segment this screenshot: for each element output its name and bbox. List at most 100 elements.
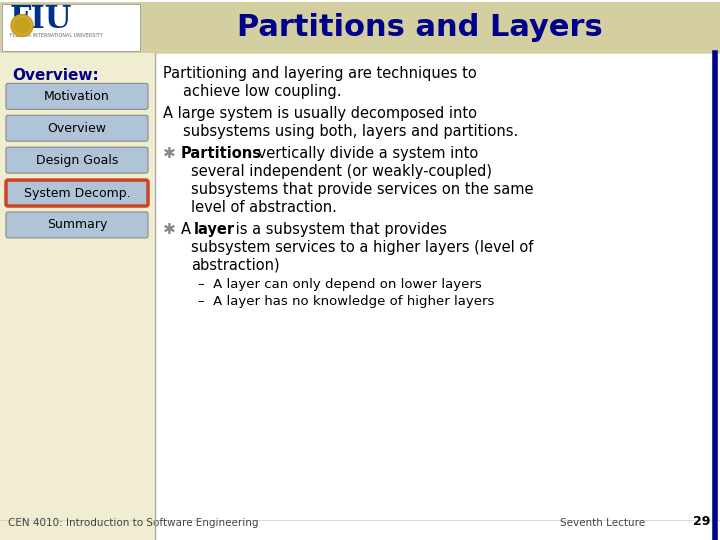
Bar (0, 407, 155, 408)
Bar (0, 51, 720, 53)
Text: layer: layer (194, 222, 235, 237)
Bar (0, 427, 155, 428)
Bar (0, 179, 155, 181)
Text: FLORIDA INTERNATIONAL UNIVERSITY: FLORIDA INTERNATIONAL UNIVERSITY (10, 33, 103, 38)
Bar (0, 382, 155, 384)
Bar (0, 259, 155, 261)
Bar (0, 379, 155, 381)
FancyBboxPatch shape (6, 180, 148, 206)
Text: Overview: Overview (48, 122, 107, 135)
Bar (0, 139, 155, 141)
Bar (0, 414, 155, 416)
Bar (0, 215, 155, 217)
Bar (0, 271, 155, 273)
Text: achieve low coupling.: achieve low coupling. (183, 84, 341, 99)
Bar (0, 494, 155, 496)
Bar (0, 330, 155, 333)
Bar (0, 490, 155, 492)
Bar (0, 187, 155, 189)
Bar (0, 347, 155, 349)
Text: Seventh Lecture: Seventh Lecture (560, 518, 645, 528)
Bar (0, 283, 155, 285)
Bar (0, 79, 155, 82)
Text: Overview:: Overview: (12, 68, 99, 83)
Bar (0, 76, 155, 77)
Text: several independent (or weakly-coupled): several independent (or weakly-coupled) (191, 164, 492, 179)
Bar (0, 127, 155, 129)
Bar (0, 530, 155, 532)
Bar (0, 8, 720, 10)
Text: Summary: Summary (47, 219, 107, 232)
Bar (0, 370, 155, 373)
Bar (0, 251, 155, 253)
Bar (0, 219, 155, 221)
Text: 29: 29 (693, 515, 710, 528)
Bar (0, 243, 155, 245)
Text: Motivation: Motivation (44, 90, 110, 103)
Bar (0, 167, 155, 169)
Bar (0, 19, 720, 22)
Text: subsystem services to a higher layers (level of: subsystem services to a higher layers (l… (191, 240, 534, 255)
Bar (0, 103, 155, 105)
Bar (0, 438, 155, 440)
Text: vertically divide a system into: vertically divide a system into (253, 146, 478, 161)
Bar (0, 367, 155, 368)
Bar (0, 31, 720, 33)
Bar (0, 307, 155, 309)
Bar (0, 28, 720, 30)
Text: Design Goals: Design Goals (36, 154, 118, 167)
Bar (0, 458, 155, 460)
Text: CEN 4010: Introduction to Software Engineering: CEN 4010: Introduction to Software Engin… (8, 518, 258, 528)
Bar (0, 223, 155, 225)
Bar (0, 486, 155, 488)
Bar (0, 159, 155, 161)
Bar (0, 155, 155, 157)
Bar (0, 48, 720, 50)
Bar (0, 538, 155, 540)
Bar (0, 175, 155, 177)
Bar (0, 315, 155, 316)
Bar (0, 434, 155, 436)
Bar (0, 375, 155, 376)
Bar (0, 255, 155, 257)
Text: –  A layer can only depend on lower layers: – A layer can only depend on lower layer… (198, 278, 482, 291)
Bar (0, 506, 155, 508)
Bar (0, 183, 155, 185)
Bar (0, 339, 155, 341)
Bar (0, 498, 155, 500)
Bar (0, 163, 155, 165)
Bar (0, 291, 155, 293)
Bar (0, 287, 155, 289)
Bar (0, 387, 155, 388)
Bar (0, 279, 155, 281)
Bar (0, 116, 155, 117)
Bar (0, 390, 155, 393)
Bar (0, 135, 155, 137)
Bar (0, 119, 155, 122)
Text: level of abstraction.: level of abstraction. (191, 200, 337, 215)
Bar (0, 335, 155, 336)
FancyBboxPatch shape (6, 147, 148, 173)
Bar (0, 410, 155, 413)
FancyBboxPatch shape (2, 4, 140, 51)
Bar (0, 510, 155, 512)
Text: abstraction): abstraction) (191, 258, 279, 273)
Bar (0, 207, 155, 209)
Bar (0, 11, 720, 14)
Text: ✱: ✱ (163, 146, 176, 161)
Bar (0, 131, 155, 133)
Bar (0, 295, 155, 297)
Text: Partitions: Partitions (181, 146, 262, 161)
FancyBboxPatch shape (0, 53, 155, 540)
Circle shape (11, 15, 33, 37)
FancyBboxPatch shape (6, 212, 148, 238)
Bar (0, 310, 155, 313)
Bar (0, 275, 155, 277)
Text: FIU: FIU (10, 4, 72, 35)
Text: is a subsystem that provides: is a subsystem that provides (231, 222, 447, 237)
Bar (0, 402, 155, 404)
Bar (0, 99, 155, 102)
Bar (0, 418, 155, 420)
FancyBboxPatch shape (6, 116, 148, 141)
Bar (0, 430, 155, 433)
